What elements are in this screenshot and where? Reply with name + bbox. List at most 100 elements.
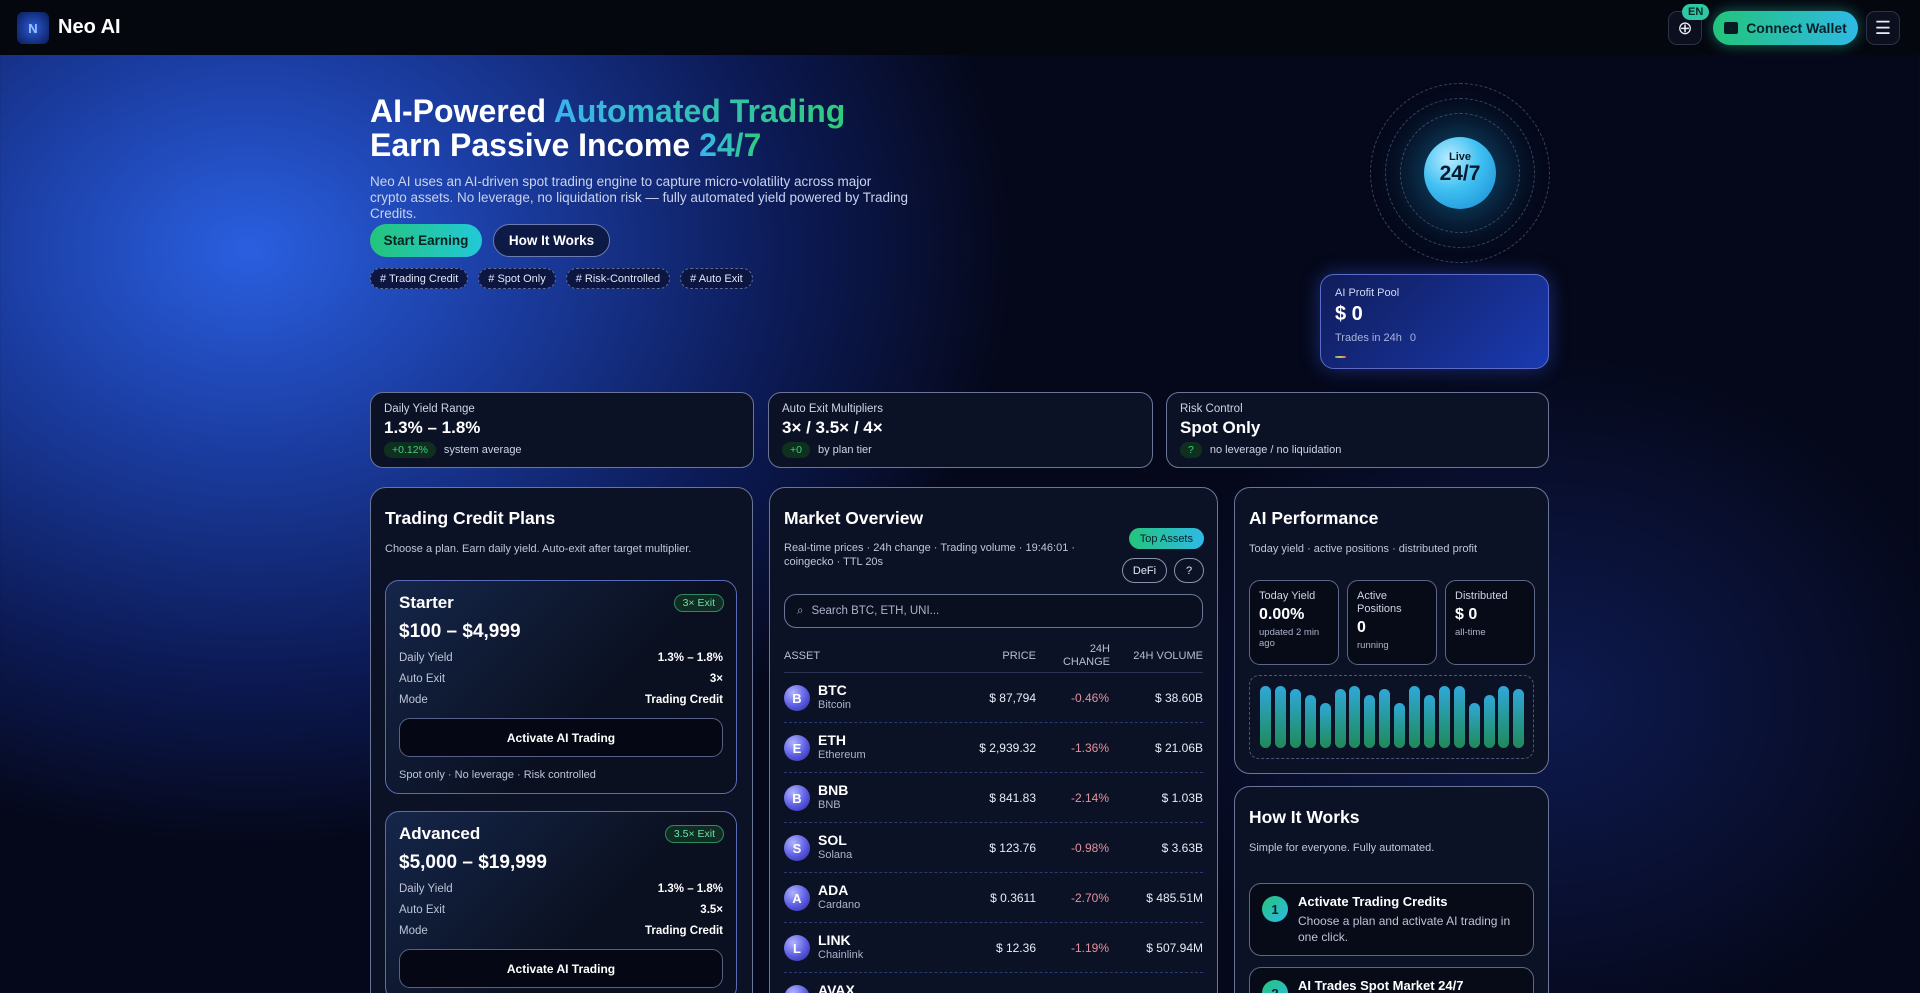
filter-more[interactable]: ? (1174, 558, 1204, 583)
step-2: 2 AI Trades Spot Market 24/7 (1249, 967, 1534, 993)
col-volume[interactable]: 24H Volume (1133, 650, 1203, 662)
asset-name: Chainlink (818, 949, 864, 961)
coin-icon: L (784, 935, 810, 961)
row-value: Trading Credit (645, 925, 723, 937)
row-label: Daily Yield (399, 652, 453, 664)
asset-change: -2.14% (1070, 791, 1109, 805)
mini-note: running (1357, 640, 1389, 651)
row-label: Mode (399, 694, 428, 706)
pool-value: $ 0 (1335, 303, 1363, 325)
mini-label: Active Positions (1357, 590, 1402, 615)
mini-value: $ 0 (1455, 606, 1478, 623)
asset-symbol: BNB (818, 782, 849, 798)
activity-bar (1423, 695, 1435, 748)
top-nav: N Neo AI ⊕ EN Connect Wallet ☰ (0, 0, 1920, 55)
col-change[interactable]: 24H Change (1062, 643, 1110, 668)
coin-icon: A (784, 985, 810, 993)
menu-button[interactable]: ☰ (1866, 11, 1900, 45)
stat-note: system average (443, 444, 522, 456)
step-desc: Choose a plan and activate AI trading in… (1298, 914, 1511, 944)
row-value: 3.5× (700, 904, 723, 916)
market-row[interactable]: B BTC Bitcoin $ 87,794 -0.46% $ 38.60B (784, 672, 1203, 722)
asset-change: -0.98% (1070, 841, 1109, 855)
activate-ai-trading-button[interactable]: Activate AI Trading (399, 718, 723, 757)
asset-price: $ 2,939.32 (979, 741, 1036, 755)
tag[interactable]: # Spot Only (478, 268, 556, 289)
profit-pool-card: AI Profit Pool $ 0 Trades in 24h 0 (1320, 274, 1549, 369)
col-asset[interactable]: Asset (784, 650, 821, 662)
asset-symbol: LINK (818, 932, 851, 948)
market-row[interactable]: E ETH Ethereum $ 2,939.32 -1.36% $ 21.06… (784, 722, 1203, 772)
asset-symbol: AVAX (818, 982, 855, 993)
asset-symbol: ADA (818, 882, 849, 898)
how-it-works-button[interactable]: How It Works (493, 224, 610, 257)
plan-footnote: Spot only · No leverage · Risk controlle… (399, 769, 596, 781)
step-1: 1 Activate Trading Credits Choose a plan a… (1249, 883, 1534, 956)
market-row[interactable]: S SOL Solana $ 123.76 -0.98% $ 3.63B (784, 822, 1203, 872)
plans-title: Trading Credit Plans (385, 508, 556, 528)
exit-badge: 3× Exit (673, 594, 724, 612)
row-label: Daily Yield (399, 883, 453, 895)
asset-name: Bitcoin (818, 699, 852, 711)
market-subtitle: Real-time prices · 24h change · Trading … (784, 542, 1076, 568)
activity-bar (1379, 689, 1391, 748)
stat-value: 3× / 3.5× / 4× (782, 418, 883, 437)
brand-name[interactable]: Neo AI (58, 16, 121, 38)
active-positions-box: Active Positions 0 running (1347, 580, 1437, 665)
language-badge: EN (1682, 4, 1710, 20)
asset-change: -1.36% (1070, 741, 1109, 755)
col-price[interactable]: Price (1002, 650, 1036, 662)
activity-bar (1483, 695, 1495, 748)
distributed-box: Distributed $ 0 all-time (1445, 580, 1535, 665)
stat-note: by plan tier (817, 444, 872, 456)
plan-name: Starter (399, 593, 454, 612)
trades-value: 0 (1409, 332, 1416, 344)
plan-starter: Starter 3× Exit $100 – $4,999 Daily Yiel… (385, 580, 737, 794)
asset-price: $ 841.83 (989, 791, 1036, 805)
row-value: 1.3% – 1.8% (657, 652, 723, 664)
market-title: Market Overview (784, 508, 924, 528)
today-yield-box: Today Yield 0.00% updated 2 min ago (1249, 580, 1339, 665)
activity-bar (1260, 686, 1271, 748)
activity-bar (1513, 689, 1525, 748)
asset-volume: $ 507.94M (1146, 941, 1203, 955)
tag[interactable]: # Trading Credit (370, 268, 469, 289)
logo[interactable]: N (17, 12, 49, 44)
asset-volume: $ 485.51M (1146, 891, 1203, 905)
orb-value: 24/7 (1439, 162, 1481, 185)
market-row[interactable]: B BNB BNB $ 841.83 -2.14% $ 1.03B (784, 772, 1203, 822)
asset-name: Cardano (818, 899, 861, 911)
ai-performance-card: AI Performance Today yield · active posi… (1234, 487, 1549, 774)
pool-title: AI Profit Pool (1335, 287, 1400, 299)
market-row[interactable]: A ADA Cardano $ 0.3611 -2.70% $ 485.51M (784, 872, 1203, 922)
stat-title: Daily Yield Range (384, 403, 475, 415)
asset-volume: $ 1.03B (1161, 791, 1203, 805)
market-row[interactable]: A AVAX (784, 972, 1203, 993)
plan-range: $100 – $4,999 (399, 621, 521, 642)
asset-search-input[interactable]: ⌕ Search BTC, ETH, UNI... (784, 594, 1203, 628)
market-row[interactable]: L LINK Chainlink $ 12.36 -1.19% $ 507.94… (784, 922, 1203, 972)
mini-note: all-time (1455, 627, 1486, 638)
activity-bar (1364, 695, 1376, 748)
activity-bar (1438, 686, 1450, 748)
coin-icon: B (784, 685, 810, 711)
filter-defi[interactable]: DeFi (1122, 558, 1167, 583)
activate-ai-trading-button[interactable]: Activate AI Trading (399, 949, 723, 988)
live-orb: Live 24/7 (1424, 137, 1496, 209)
stat-title: Risk Control (1180, 403, 1243, 415)
row-value: 3× (709, 673, 723, 685)
start-earning-button[interactable]: Start Earning (370, 224, 482, 257)
filter-top-assets[interactable]: Top Assets (1128, 528, 1204, 549)
asset-volume: $ 38.60B (1154, 691, 1203, 705)
mini-label: Today Yield (1259, 590, 1316, 602)
tag[interactable]: # Risk-Controlled (565, 268, 671, 289)
activity-bars (1249, 675, 1534, 759)
connect-wallet-button[interactable]: Connect Wallet (1713, 11, 1858, 45)
performance-title: AI Performance (1249, 508, 1379, 528)
coin-icon: E (784, 735, 810, 761)
menu-icon: ☰ (1874, 17, 1892, 38)
tag[interactable]: # Auto Exit (680, 268, 753, 289)
step-number: 2 (1262, 980, 1288, 993)
row-label: Mode (399, 925, 428, 937)
asset-volume: $ 21.06B (1154, 741, 1203, 755)
